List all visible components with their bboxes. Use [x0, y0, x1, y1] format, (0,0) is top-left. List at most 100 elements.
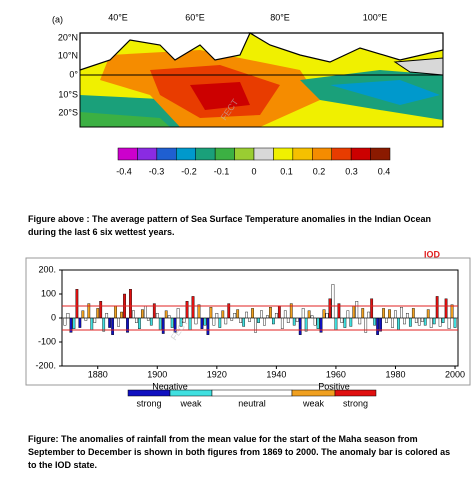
bar	[96, 308, 100, 319]
annotation: IOD	[424, 249, 441, 259]
bar	[114, 305, 117, 319]
bar	[99, 301, 103, 319]
bar	[438, 317, 442, 327]
colorbar-cell	[137, 147, 158, 161]
bar	[385, 317, 388, 324]
x-tick-label: 1980	[385, 369, 405, 379]
legend-label: strong	[136, 398, 161, 408]
colorbar-cell	[312, 147, 332, 161]
colorbar-label: -0.4	[116, 166, 132, 176]
lon-label: 80°E	[270, 12, 290, 22]
bar	[352, 305, 356, 319]
x-tick-label: 1880	[88, 369, 108, 379]
bar	[349, 317, 353, 327]
bar	[242, 317, 246, 327]
colorbar-cell	[253, 147, 274, 161]
lon-label: 100°E	[363, 12, 388, 22]
lat-label: 20°S	[58, 107, 78, 117]
colorbar-cell	[214, 147, 235, 161]
bar	[379, 317, 382, 332]
bar	[197, 304, 201, 319]
legend-swatch	[291, 389, 336, 397]
y-tick-label: -100	[38, 336, 56, 346]
legend-label: weak	[302, 398, 325, 408]
bar	[215, 313, 219, 319]
map-region	[330, 80, 440, 105]
y-tick-label: 100	[41, 288, 56, 298]
lat-label: 0°	[69, 69, 78, 79]
y-tick-label: 0	[51, 312, 56, 322]
bar	[260, 310, 263, 319]
bar	[194, 317, 198, 325]
bar	[209, 307, 213, 319]
bar	[444, 298, 448, 319]
bar	[295, 317, 299, 322]
bar	[78, 317, 82, 328]
bar	[191, 296, 195, 319]
bar	[167, 315, 171, 319]
bar	[117, 317, 120, 327]
colorbar-label: 0	[251, 166, 256, 176]
bar	[432, 317, 436, 325]
bar	[426, 309, 430, 319]
lat-label: 10°N	[58, 50, 78, 60]
bar	[307, 310, 311, 319]
bar	[129, 289, 132, 319]
colorbar-cell	[292, 147, 313, 161]
bar	[81, 310, 85, 319]
caption: Figure above : The average pattern of Se…	[28, 214, 431, 237]
bar	[111, 317, 115, 335]
bar	[382, 308, 385, 319]
bar	[140, 309, 144, 319]
colorbar-cell	[350, 147, 371, 161]
bar	[310, 315, 314, 319]
bar	[90, 317, 94, 331]
bar	[355, 301, 359, 319]
map-frame	[79, 32, 444, 128]
bar	[158, 317, 162, 331]
legend-swatch	[169, 389, 213, 397]
lat-label: 10°S	[58, 89, 78, 99]
bar	[328, 298, 332, 319]
bar	[301, 308, 305, 319]
bar	[221, 310, 225, 319]
bar	[230, 317, 234, 321]
bar	[429, 317, 433, 328]
legend-label: strong	[343, 398, 368, 408]
bar	[239, 317, 243, 324]
legend-group: Positive	[318, 381, 350, 391]
bar	[358, 317, 362, 325]
chart-frame	[25, 257, 471, 386]
bar	[334, 317, 338, 331]
bar	[447, 317, 451, 330]
bar	[400, 307, 403, 319]
x-tick-label: 1940	[266, 369, 286, 379]
legend-label: weak	[179, 398, 202, 408]
bar	[331, 284, 335, 319]
bar	[206, 317, 210, 335]
x-tick-label: 1920	[207, 369, 227, 379]
bar	[224, 317, 228, 325]
bar	[420, 317, 424, 322]
legend-label: neutral	[238, 398, 266, 408]
bar	[248, 317, 251, 322]
bar	[292, 317, 296, 326]
x-tick-label: 2000	[445, 369, 465, 379]
colorbar-cell	[176, 147, 196, 161]
map-region	[80, 112, 170, 127]
bar	[143, 305, 147, 319]
colorbar-label: 0.3	[345, 166, 358, 176]
bar	[164, 310, 168, 319]
bar	[108, 317, 112, 328]
bar	[203, 317, 207, 326]
map-region	[190, 82, 250, 110]
bar	[66, 313, 70, 319]
bar	[200, 317, 204, 330]
colorbar-label: -0.1	[214, 166, 230, 176]
x-tick-label: 1960	[326, 369, 346, 379]
colorbar-cell	[195, 147, 216, 161]
bar	[266, 315, 269, 319]
colorbar-cell	[273, 147, 294, 161]
bar	[316, 317, 320, 330]
